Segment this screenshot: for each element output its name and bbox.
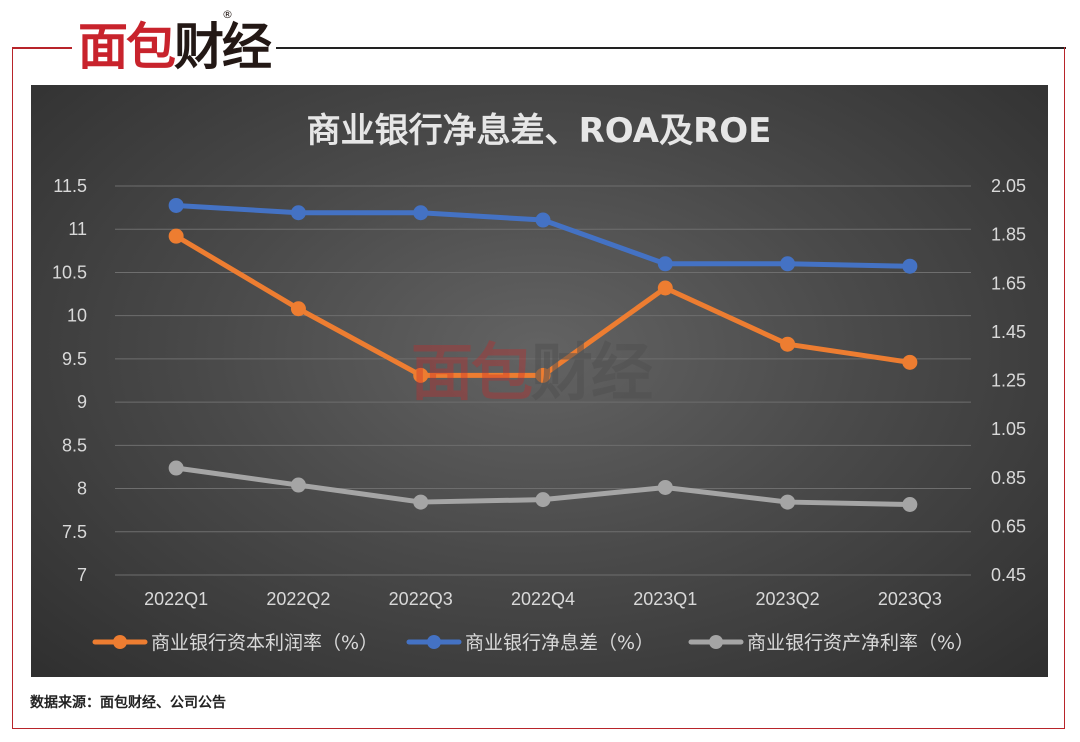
left-tick-label: 10 <box>67 306 87 326</box>
series-1-point <box>902 258 918 274</box>
left-y-axis: 11.5 11 10.5 10 9.5 9 8.5 8 7.5 7 <box>52 176 87 585</box>
x-tick-label: 2022Q4 <box>511 589 575 609</box>
series-0-point <box>413 367 429 383</box>
legend-swatch-marker <box>113 635 127 649</box>
right-tick-label: 1.85 <box>991 225 1026 245</box>
legend-label: 商业银行净息差（%） <box>465 632 654 654</box>
series-1-point <box>657 256 673 272</box>
right-tick-label: 0.65 <box>991 516 1026 536</box>
chart-panel: 商业银行净息差、ROA及ROE 11.5 11 10.5 10 9.5 9 8.5 8 7.5 7… <box>31 85 1048 677</box>
page-frame <box>12 47 1065 729</box>
x-tick-label: 2022Q3 <box>389 589 453 609</box>
series-0-point <box>535 367 551 383</box>
left-tick-label: 9.5 <box>62 349 87 369</box>
x-tick-label: 2022Q2 <box>266 589 330 609</box>
series-1-point <box>168 197 184 213</box>
series-0-point <box>168 228 184 244</box>
right-tick-label: 0.85 <box>991 468 1026 488</box>
left-tick-label: 9 <box>77 392 87 412</box>
series-1-point <box>290 205 306 221</box>
brand-logo: 面包财经 <box>78 16 272 78</box>
watermark-dark: 财经 <box>531 336 653 409</box>
series-0-point <box>290 301 306 317</box>
logo-red-text: 面包 <box>78 18 176 76</box>
series-0-point <box>902 354 918 370</box>
right-tick-label: 2.05 <box>991 176 1026 196</box>
watermark: 面包财经 <box>411 322 653 412</box>
series-2-point <box>413 494 429 510</box>
grid-lines <box>115 185 971 576</box>
chart-title: 商业银行净息差、ROA及ROE <box>307 111 772 151</box>
legend-label: 商业银行资产净利率（%） <box>747 632 974 654</box>
left-tick-label: 7.5 <box>62 522 87 542</box>
series-layer <box>168 197 918 512</box>
left-tick-label: 8.5 <box>62 435 87 455</box>
series-1-point <box>780 256 796 272</box>
logo-dark-text: 财经 <box>174 18 272 76</box>
frame-top-rule-right <box>276 47 1066 49</box>
legend-swatch-marker <box>709 635 723 649</box>
line-chart: 商业银行净息差、ROA及ROE 11.5 11 10.5 10 9.5 9 8.5 8 7.5 7… <box>52 111 1026 654</box>
right-tick-label: 0.45 <box>991 565 1026 585</box>
series-1-point <box>413 205 429 221</box>
series-2-point <box>902 496 918 512</box>
right-tick-label: 1.05 <box>991 419 1026 439</box>
left-tick-label: 7 <box>77 565 87 585</box>
series-2-point <box>535 492 551 508</box>
right-y-axis: 2.05 1.85 1.65 1.45 1.25 1.05 0.85 0.65 0.45 <box>991 176 1026 585</box>
right-tick-label: 1.45 <box>991 322 1026 342</box>
legend: 商业银行资本利润率（%） 商业银行净息差（%） 商业银行资产净利率（%） <box>92 632 974 654</box>
x-axis: 2022Q1 2022Q2 2022Q3 2022Q4 2023Q1 2023Q2 2023… <box>144 589 942 609</box>
left-tick-label: 11 <box>68 219 87 239</box>
registered-mark: ® <box>222 8 233 21</box>
series-0-point <box>780 336 796 352</box>
watermark-red: 面包 <box>411 336 533 409</box>
series-2-point <box>168 460 184 476</box>
x-tick-label: 2023Q1 <box>633 589 697 609</box>
x-tick-label: 2023Q3 <box>878 589 942 609</box>
left-tick-label: 8 <box>77 479 87 499</box>
legend-label: 商业银行资本利润率（%） <box>151 632 378 654</box>
right-tick-label: 1.65 <box>991 273 1026 293</box>
frame-top-rule-left <box>12 47 72 49</box>
series-2-point <box>657 479 673 495</box>
series-2-point <box>780 494 796 510</box>
series-2-point <box>290 477 306 493</box>
left-tick-label: 10.5 <box>52 262 87 282</box>
series-0-point <box>657 280 673 296</box>
right-tick-label: 1.25 <box>991 371 1026 391</box>
series-1-point <box>535 212 551 228</box>
source-note: 数据来源：面包财经、公司公告 <box>30 695 226 711</box>
legend-swatch-marker <box>427 635 441 649</box>
left-tick-label: 11.5 <box>53 176 87 196</box>
x-tick-label: 2023Q2 <box>756 589 820 609</box>
x-tick-label: 2022Q1 <box>144 589 208 609</box>
